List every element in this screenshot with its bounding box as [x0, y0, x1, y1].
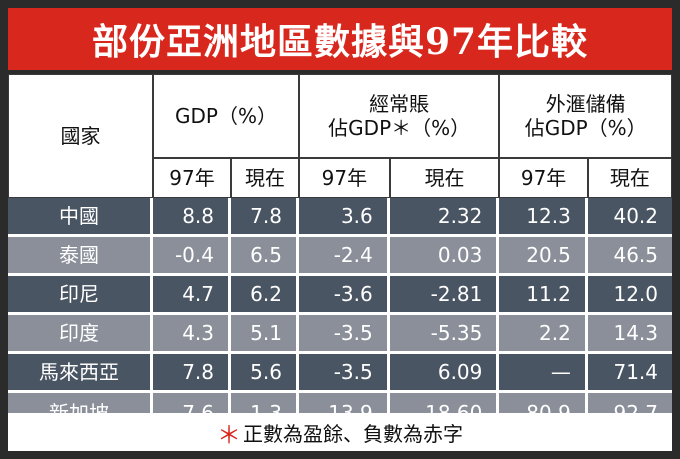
value-cell: 40.2 — [587, 198, 672, 237]
subheader-97: 97年 — [499, 158, 588, 198]
subheader-now: 現在 — [231, 158, 299, 198]
value-cell: 12.3 — [499, 198, 588, 237]
country-cell: 馬來西亞 — [8, 354, 153, 393]
country-cell: 印尼 — [8, 276, 153, 315]
subheader-now: 現在 — [587, 158, 672, 198]
value-cell: -3.5 — [298, 315, 390, 354]
value-cell: 6.2 — [231, 276, 299, 315]
subheader-97: 97年 — [153, 158, 231, 198]
table-row: 馬來西亞 7.8 5.6 -3.5 6.09 — 71.4 — [8, 354, 672, 393]
footnote-text: 正數為盈餘、負數為赤字 — [243, 421, 463, 446]
value-cell: 2.2 — [499, 315, 588, 354]
page-title: 部份亞洲地區數據與97年比較 — [91, 21, 589, 63]
table-row: 印尼 4.7 6.2 -3.6 -2.81 11.2 12.0 — [8, 276, 672, 315]
value-cell: 4.3 — [153, 315, 231, 354]
value-cell: 5.1 — [231, 315, 299, 354]
value-cell: 6.09 — [389, 354, 500, 393]
value-cell: 2.32 — [389, 198, 500, 237]
data-table: 國家 GDP（%） 經常賬 佔GDP＊（%） 外滙儲備 佔GDP（%） 97年 … — [8, 74, 672, 432]
value-cell: 46.5 — [587, 237, 672, 276]
country-cell: 泰國 — [8, 237, 153, 276]
value-cell: 71.4 — [587, 354, 672, 393]
value-cell: 0.03 — [389, 237, 500, 276]
value-cell: 20.5 — [499, 237, 588, 276]
asterisk-icon: ＊ — [217, 420, 241, 449]
value-cell: 4.7 — [153, 276, 231, 315]
value-cell: — — [499, 354, 588, 393]
value-cell: -5.35 — [389, 315, 500, 354]
country-cell: 印度 — [8, 315, 153, 354]
header-country: 國家 — [8, 74, 153, 198]
value-cell: 8.8 — [153, 198, 231, 237]
header-gdp-label: GDP（%） — [174, 104, 277, 128]
value-cell: 6.5 — [231, 237, 299, 276]
value-cell: 11.2 — [499, 276, 588, 315]
subheader-97: 97年 — [298, 158, 390, 198]
header-current-account: 經常賬 佔GDP＊（%） — [298, 74, 500, 158]
title-bar: 部份亞洲地區數據與97年比較 — [8, 8, 672, 70]
value-cell: -0.4 — [153, 237, 231, 276]
value-cell: 14.3 — [587, 315, 672, 354]
value-cell: -2.81 — [389, 276, 500, 315]
country-cell: 中國 — [8, 198, 153, 237]
value-cell: -3.6 — [298, 276, 390, 315]
value-cell: 5.6 — [231, 354, 299, 393]
value-cell: -2.4 — [298, 237, 390, 276]
header-reserves-label: 外滙儲備 — [545, 92, 626, 116]
header-current-account-label: 經常賬 — [369, 92, 430, 116]
header-current-account-sub: 佔GDP＊（%） — [328, 116, 471, 140]
footnote: ＊ 正數為盈餘、負數為赤字 — [8, 413, 672, 451]
subheader-now: 現在 — [389, 158, 500, 198]
value-cell: 12.0 — [587, 276, 672, 315]
table-row: 中國 8.8 7.8 3.6 2.32 12.3 40.2 — [8, 198, 672, 237]
header-gdp: GDP（%） — [153, 74, 299, 158]
header-reserves-sub: 佔GDP（%） — [524, 116, 647, 140]
value-cell: 7.8 — [153, 354, 231, 393]
value-cell: -3.5 — [298, 354, 390, 393]
value-cell: 3.6 — [298, 198, 390, 237]
table-row: 印度 4.3 5.1 -3.5 -5.35 2.2 14.3 — [8, 315, 672, 354]
value-cell: 7.8 — [231, 198, 299, 237]
table-row: 泰國 -0.4 6.5 -2.4 0.03 20.5 46.5 — [8, 237, 672, 276]
header-reserves: 外滙儲備 佔GDP（%） — [499, 74, 672, 158]
